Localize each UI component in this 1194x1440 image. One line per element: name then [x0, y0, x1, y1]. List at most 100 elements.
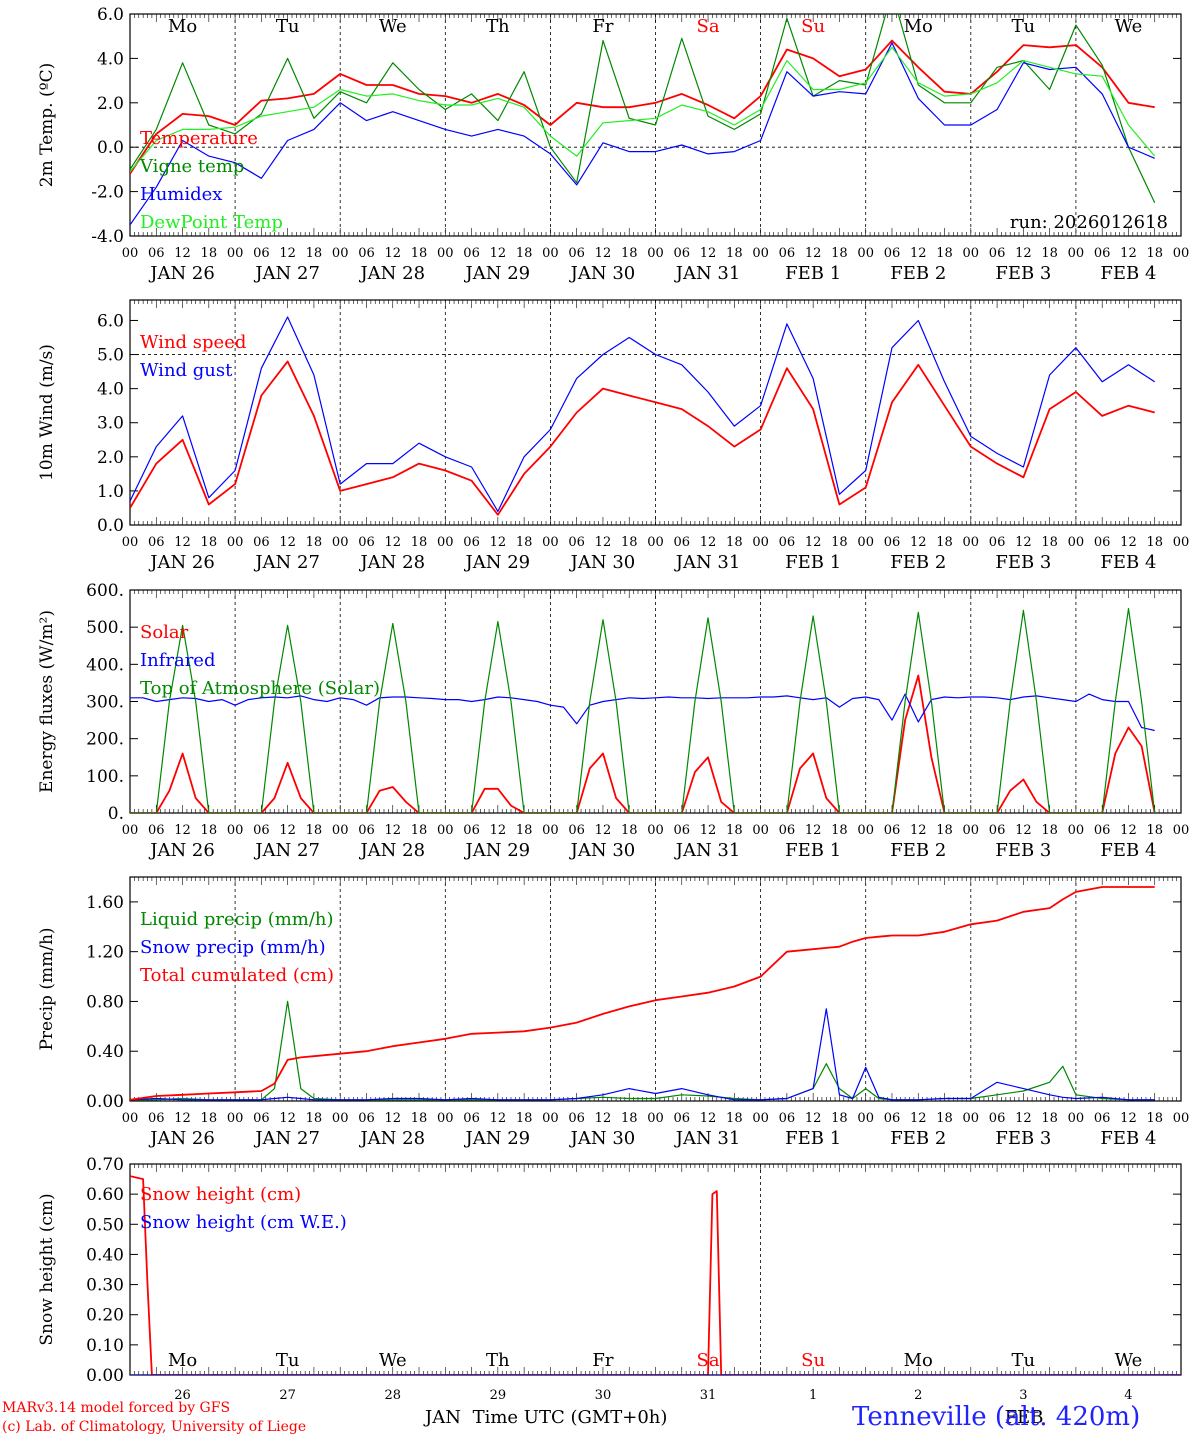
x-hour-label: 18 [306, 246, 323, 261]
weekday-label: Tu [276, 16, 300, 37]
legend-entry: Solar [140, 622, 189, 643]
x-hour-label: 06 [568, 535, 585, 550]
y-tick-label: 1.0 [97, 482, 124, 502]
y-tick-label: -4.0 [91, 227, 124, 247]
x-hour-label: 06 [253, 823, 270, 838]
x-hour-label: 18 [831, 823, 848, 838]
x-hour-label: 06 [674, 823, 691, 838]
series-line-wind-speed [130, 360, 1155, 516]
weekday-label: We [1115, 16, 1143, 37]
y-tick-label: 0.20 [86, 1306, 124, 1326]
x-hour-label: 00 [332, 246, 349, 261]
x-hour-label: 12 [805, 246, 822, 261]
x-hour-label: 18 [831, 535, 848, 550]
x-hour-label: 18 [516, 246, 533, 261]
x-hour-label: 12 [279, 246, 296, 261]
x-hour-label: 00 [122, 246, 139, 261]
x-hour-label: 00 [857, 823, 874, 838]
x-hour-label: 06 [568, 823, 585, 838]
x-date-label: JAN 26 [148, 1128, 215, 1149]
x-day-number: 1 [809, 1388, 817, 1403]
x-hour-label: 12 [1120, 535, 1137, 550]
x-date-label: FEB 4 [1100, 1128, 1156, 1149]
x-hour-label: 12 [910, 246, 927, 261]
x-date-label: JAN 26 [148, 552, 215, 573]
y-axis-label: 2m Temp. (ºC) [37, 63, 57, 188]
series-line-wind-gust [130, 316, 1156, 512]
x-hour-label: 00 [647, 535, 664, 550]
series-line-snow-precip-mm-h- [130, 1008, 1155, 1101]
x-hour-label: 06 [674, 246, 691, 261]
x-hour-label: 00 [332, 823, 349, 838]
x-hour-label: 12 [1120, 823, 1137, 838]
x-hour-label: 00 [857, 1111, 874, 1126]
x-date-label: FEB 4 [1100, 840, 1156, 861]
x-hour-label: 12 [174, 1111, 191, 1126]
legend-entry: Humidex [140, 184, 222, 205]
series-line-top-of-atmosphere-solar- [130, 607, 1156, 813]
x-hour-label: 00 [227, 246, 244, 261]
y-tick-label: 6.0 [97, 311, 124, 331]
x-hour-label: 00 [542, 823, 559, 838]
legend-entry: Snow height (cm) [140, 1184, 301, 1205]
weekday-label: Tu [1012, 16, 1036, 37]
x-hour-label: 06 [358, 823, 375, 838]
x-hour-label: 12 [805, 1111, 822, 1126]
x-hour-label: 18 [936, 1111, 953, 1126]
x-hour-label: 12 [1120, 1111, 1137, 1126]
x-hour-label: 06 [779, 823, 796, 838]
x-hour-label: 12 [1120, 246, 1137, 261]
legend-entry: Infrared [140, 650, 215, 671]
x-hour-label: 18 [411, 1111, 428, 1126]
y-tick-label: 0.60 [86, 1185, 124, 1205]
x-date-label: JAN 29 [464, 1128, 531, 1149]
x-hour-label: 06 [779, 1111, 796, 1126]
x-date-label: FEB 4 [1100, 263, 1156, 284]
x-date-label: JAN 30 [569, 263, 636, 284]
x-hour-label: 12 [384, 1111, 401, 1126]
y-tick-label: 0.0 [97, 138, 124, 158]
x-date-label: JAN 27 [253, 840, 320, 861]
y-tick-label: 5.0 [97, 346, 124, 366]
series-line-liquid-precip-mm-h- [130, 1000, 1155, 1101]
y-tick-label: 6.0 [97, 5, 124, 25]
weekday-label: Sa [697, 16, 720, 37]
x-hour-label: 18 [1041, 535, 1058, 550]
y-tick-label: 4.0 [97, 49, 124, 69]
y-tick-label: 0.10 [86, 1336, 124, 1356]
x-hour-label: 06 [253, 1111, 270, 1126]
panel-4: 0.00 0.40 0.80 1.20 1.60 Precip (mm/h) 00 06 12 1… [37, 876, 1189, 1149]
x-hour-label: 06 [989, 535, 1006, 550]
y-tick-label: 3.0 [97, 414, 124, 434]
x-hour-label: 18 [726, 1111, 743, 1126]
panel-2: 0.0 1.0 2.0 3.0 4.0 5.0 6.0 10m Wind (m/s) 00 06 1… [37, 299, 1189, 573]
weekday-label: We [379, 16, 407, 37]
x-hour-label: 12 [1015, 246, 1032, 261]
x-hour-label: 00 [542, 246, 559, 261]
series-line-humidex [130, 42, 1155, 226]
x-hour-label: 18 [726, 246, 743, 261]
weekday-label: We [379, 1350, 407, 1371]
x-hour-label: 18 [1146, 823, 1163, 838]
x-date-label: FEB 3 [995, 840, 1051, 861]
credit-lab: (c) Lab. of Climatology, University of L… [2, 1419, 307, 1435]
y-tick-label: 200. [86, 730, 124, 750]
x-hour-label: 18 [1146, 535, 1163, 550]
weekday-label: Su [801, 1350, 825, 1371]
x-hour-label: 12 [595, 1111, 612, 1126]
x-hour-label: 00 [332, 1111, 349, 1126]
weekday-label: Mo [168, 16, 197, 37]
x-date-label: JAN 31 [674, 840, 741, 861]
series-line-snow-height-cm- [130, 1175, 1181, 1375]
y-tick-label: 1.60 [86, 893, 124, 913]
y-axis-label: 10m Wind (m/s) [37, 344, 57, 481]
x-hour-label: 06 [463, 535, 480, 550]
x-hour-label: 00 [857, 535, 874, 550]
x-hour-label: 06 [463, 246, 480, 261]
x-hour-label: 06 [358, 246, 375, 261]
x-hour-label: 06 [674, 1111, 691, 1126]
x-hour-label: 18 [726, 535, 743, 550]
x-hour-label: 06 [884, 535, 901, 550]
x-hour-label: 12 [174, 535, 191, 550]
